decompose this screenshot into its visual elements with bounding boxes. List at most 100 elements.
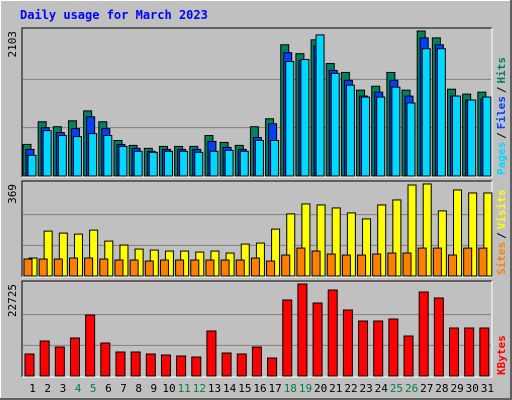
x-tick-label: 21 (329, 382, 342, 395)
bar (387, 252, 397, 277)
bar (376, 96, 386, 177)
bar (345, 84, 355, 177)
bar (464, 327, 475, 377)
bar (358, 320, 369, 377)
legend-separator: / (495, 232, 508, 239)
bar (205, 259, 215, 277)
x-tick-label: 10 (162, 382, 175, 395)
x-tick-label: 1 (29, 382, 36, 395)
bar (148, 151, 158, 177)
x-tick-label: 5 (90, 382, 97, 395)
y-tick-label: 2103 (6, 31, 19, 58)
bar (145, 353, 156, 377)
bar (327, 289, 338, 377)
bar (377, 204, 387, 277)
bar (194, 151, 204, 177)
bar (362, 218, 372, 277)
bar (448, 254, 458, 277)
bar (89, 229, 99, 277)
bar (432, 247, 442, 277)
bar (436, 48, 446, 177)
bar (285, 61, 295, 177)
bar (69, 337, 80, 377)
bar (133, 150, 143, 177)
bar (391, 86, 401, 177)
panel-edge-dark (21, 27, 492, 177)
bar (341, 254, 351, 277)
x-tick-label: 14 (223, 382, 237, 395)
bar (315, 34, 325, 177)
bar (453, 189, 463, 277)
bar (300, 59, 310, 177)
bar (224, 149, 234, 177)
bar (311, 250, 321, 277)
bar (130, 351, 141, 377)
legend-entry: Files (495, 96, 508, 129)
x-tick-label: 12 (193, 382, 206, 395)
bar (118, 145, 128, 177)
bar (191, 356, 202, 377)
x-tick-label: 7 (120, 382, 127, 395)
bar (286, 213, 296, 277)
bar (42, 130, 52, 177)
bar (72, 136, 82, 177)
x-tick-label: 24 (375, 382, 389, 395)
x-tick-label: 8 (135, 382, 142, 395)
bar (312, 302, 323, 377)
x-tick-label: 29 (450, 382, 463, 395)
bar (326, 253, 336, 277)
bar (179, 150, 189, 177)
bar (53, 258, 63, 277)
bar (417, 247, 427, 277)
bar (392, 199, 402, 277)
bar (68, 257, 78, 277)
bar (433, 297, 444, 377)
bar (449, 327, 460, 377)
bar (85, 314, 96, 377)
panel-edge-light (22, 281, 493, 378)
bar (221, 352, 232, 377)
chart-title: Daily usage for March 2023 (20, 8, 208, 22)
bar (468, 192, 478, 277)
x-tick-label: 20 (314, 382, 327, 395)
bar (422, 183, 432, 277)
x-tick-label: 25 (390, 382, 403, 395)
bar (346, 212, 356, 277)
bar (281, 254, 291, 277)
bar (236, 353, 247, 377)
legend-separator: / (495, 132, 508, 139)
bar (239, 150, 249, 177)
legend-entry: Pages (495, 142, 508, 175)
bar (27, 154, 37, 177)
bar (342, 309, 353, 377)
legend: Pages / Files / Hits (495, 57, 508, 175)
y-tick-label: 369 (6, 184, 19, 204)
bar (418, 291, 429, 377)
bar (478, 247, 488, 277)
bar (331, 207, 341, 277)
panel-edge-dark (21, 180, 492, 277)
bar (467, 99, 477, 177)
bar (190, 259, 200, 277)
bar (84, 257, 94, 277)
legend: KBytes (495, 335, 508, 375)
bar (57, 135, 67, 177)
bar (297, 283, 308, 377)
bar (235, 259, 245, 277)
bar (479, 327, 490, 377)
bar (115, 351, 126, 377)
legend-separator: / (495, 86, 508, 93)
bar (271, 228, 281, 277)
x-tick-label: 9 (151, 382, 158, 395)
bar (43, 230, 53, 277)
bar (176, 355, 187, 377)
bar (206, 330, 217, 377)
bar (267, 357, 278, 377)
panel-edge-light (22, 28, 493, 178)
bar (23, 258, 33, 277)
x-tick-label: 13 (208, 382, 221, 395)
y-tick-label: 22725 (6, 284, 19, 317)
bar (220, 259, 230, 277)
x-tick-label: 27 (420, 382, 433, 395)
